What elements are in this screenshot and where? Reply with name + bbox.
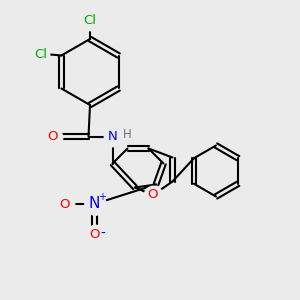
Text: O: O bbox=[47, 130, 58, 143]
Text: N: N bbox=[108, 130, 117, 143]
Text: O: O bbox=[59, 197, 70, 211]
Text: N: N bbox=[89, 196, 100, 211]
Text: O: O bbox=[89, 227, 100, 241]
Text: Cl: Cl bbox=[83, 14, 97, 28]
Text: O: O bbox=[148, 188, 158, 202]
Text: Cl: Cl bbox=[34, 47, 47, 61]
Text: +: + bbox=[98, 191, 106, 202]
Text: -: - bbox=[100, 226, 105, 240]
Text: H: H bbox=[122, 128, 131, 142]
